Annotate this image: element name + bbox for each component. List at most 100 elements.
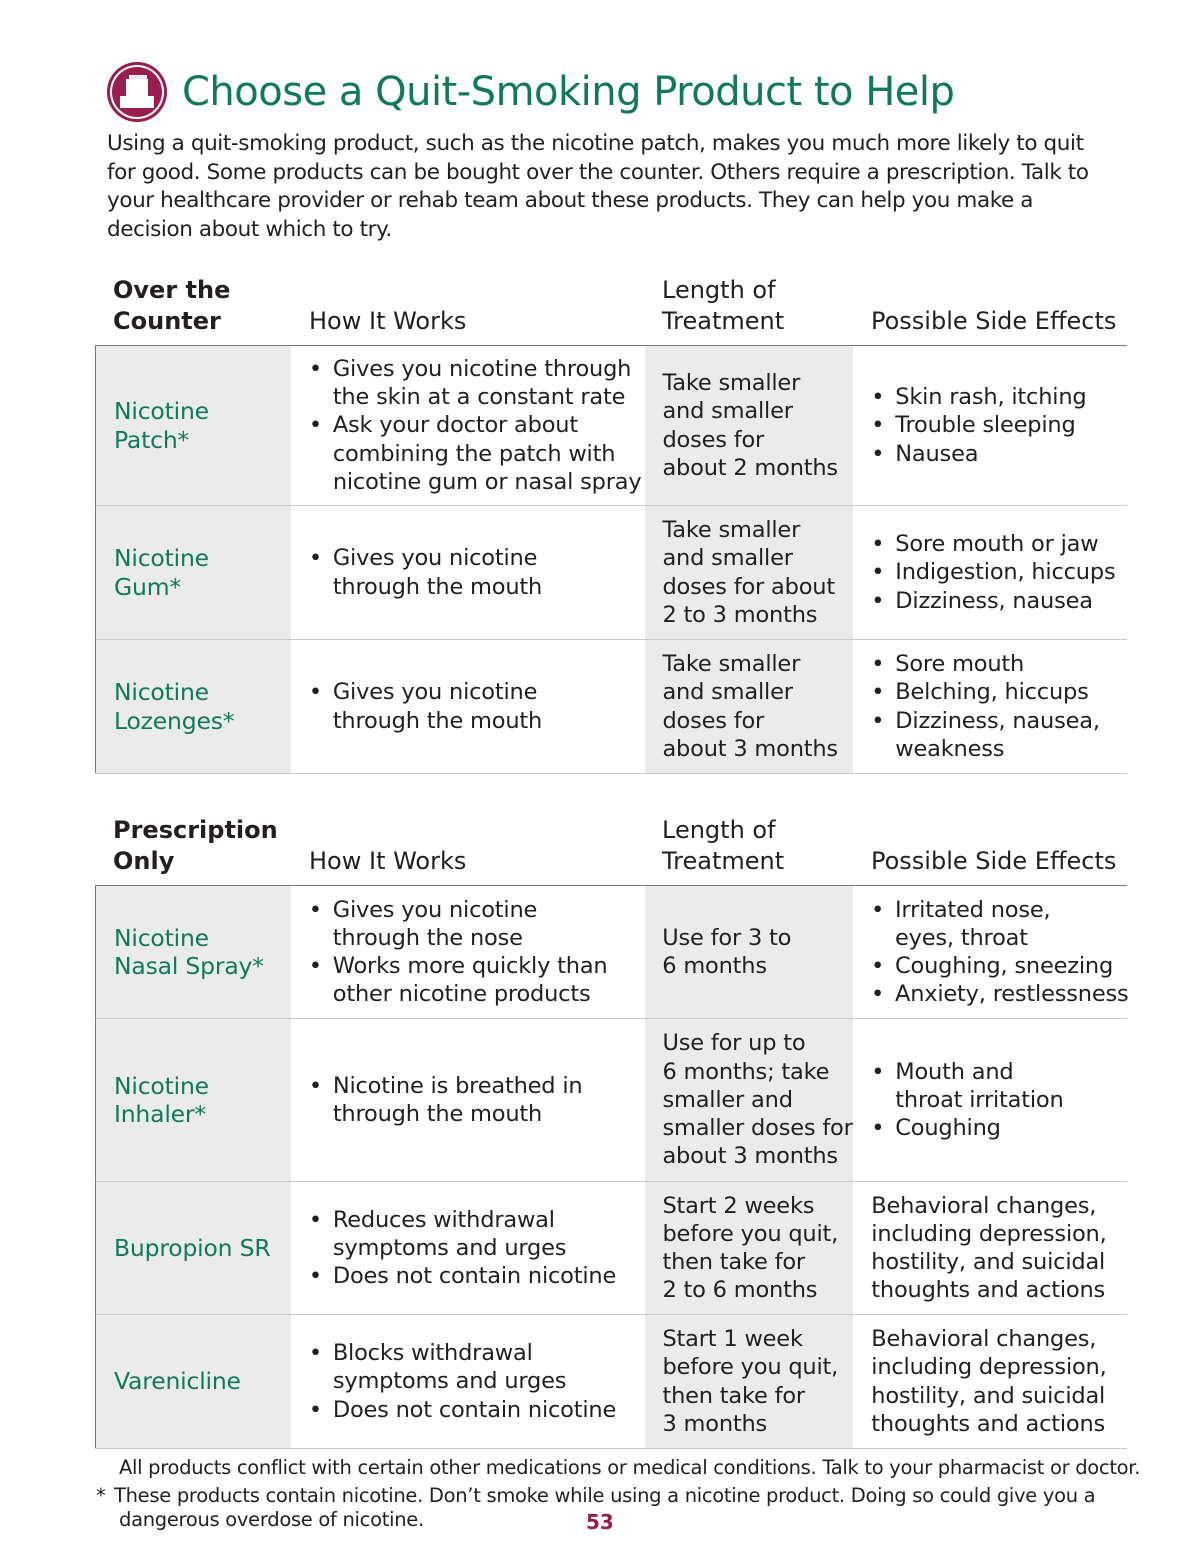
bullet-line: through the mouth [332, 1101, 543, 1127]
treatment-line: Use for 3 to [662, 924, 792, 951]
bullet-line: through the mouth [332, 707, 543, 734]
treatment-line: doses for about [662, 573, 835, 600]
section-title-line: Prescription [113, 816, 278, 844]
product-name: Nicotine Patch* [96, 346, 291, 505]
section-title: Prescription Only [113, 815, 278, 877]
product-name-line: Gum* [114, 572, 181, 601]
footnote-nicotine-cont: dangerous overdose of nicotine. [119, 1508, 424, 1531]
page-title: Choose a Quit-Smoking Product to Help [182, 69, 955, 115]
treatment-length: Start 2 weeks before you quit, then take f… [645, 1182, 854, 1314]
treatment-length: Take smaller and smaller doses for about 2 … [645, 506, 854, 639]
side-effects: Skin rash, itchingTrouble sleepingNausea [853, 346, 1127, 505]
bullet-item: Trouble sleeping [871, 411, 1127, 439]
bullet-line: Does not contain nicotine [332, 1263, 617, 1290]
bullet-item: Anxiety, restlessness [871, 980, 1129, 1008]
pharmacy-register-icon [107, 62, 167, 122]
bullet-line: other nicotine products [332, 981, 591, 1008]
treatment-line: about 3 months [662, 1143, 838, 1170]
bullet-line: Coughing [895, 1115, 1001, 1142]
side-effects-line: thoughts and actions [871, 1277, 1106, 1304]
bullet-item: Does not contain nicotine [309, 1262, 646, 1290]
product-name-line: Nicotine [114, 544, 209, 573]
bullet-line: Nausea [895, 440, 979, 467]
bullet-line: Coughing, sneezing [895, 953, 1114, 979]
side-effects: Sore mouthBelching, hiccupsDizziness, na… [853, 640, 1127, 773]
product-name: Nicotine Inhaler* [96, 1019, 291, 1181]
column-header-effects: Possible Side Effects [871, 307, 1117, 335]
page-header: Choose a Quit-Smoking Product to Help [107, 62, 955, 122]
treatment-line: and smaller [662, 679, 793, 706]
bullet-item: Coughing, sneezing [871, 952, 1127, 980]
column-header-effects: Possible Side Effects [871, 847, 1117, 875]
side-effects-line: including depression, [871, 1220, 1107, 1247]
treatment-line: Take smaller [662, 370, 801, 397]
bullet-line: combining the patch with [332, 440, 616, 467]
treatment-line: smaller and [662, 1086, 793, 1113]
bullet-line: through the mouth [332, 573, 543, 600]
bullet-item: Belching, hiccups [871, 678, 1127, 706]
treatment-line: then take for [662, 1249, 805, 1275]
bullet-item: Nausea [871, 440, 1127, 468]
product-name-line: Bupropion SR [114, 1233, 271, 1262]
bullet-line: Sore mouth or jaw [895, 531, 1099, 558]
bullet-line: Dizziness, nausea, [895, 707, 1100, 734]
table-header: Over the Counter How It Works Length of Trea… [95, 275, 1127, 345]
product-name: Bupropion SR [96, 1182, 291, 1314]
footnote-asterisk: * [96, 1484, 106, 1507]
bullet-line: Ask your doctor about [332, 412, 578, 439]
treatment-line: doses for [662, 426, 765, 453]
side-effects-line: thoughts and actions [871, 1410, 1106, 1437]
treatment-line: doses for [662, 707, 765, 734]
intro-paragraph: Using a quit-smoking product, such as th… [107, 131, 1089, 242]
product-name: Nicotine Gum* [96, 506, 291, 639]
section-title-line: Over the [113, 276, 231, 304]
product-name: Varenicline [96, 1315, 291, 1448]
bullet-item: Dizziness, nausea,weakness [871, 707, 1127, 763]
bullet-line: Belching, hiccups [895, 679, 1089, 706]
bullet-item: Does not contain nicotine [309, 1396, 646, 1424]
bullet-line: Trouble sleeping [895, 412, 1076, 439]
bullet-line: Anxiety, restlessness [895, 981, 1129, 1008]
bullet-line: nicotine gum or nasal spray [332, 468, 642, 495]
treatment-line: 2 to 6 months [662, 1277, 818, 1304]
bullet-line: Gives you nicotine through [332, 355, 632, 382]
page-number: 53 [586, 1510, 614, 1534]
product-name: Nicotine Nasal Spray* [96, 886, 291, 1018]
treatment-line: about 2 months [662, 454, 838, 481]
treatment-line: Start 2 weeks [662, 1192, 815, 1219]
treatment-length: Use for 3 to 6 months [645, 886, 853, 1018]
column-header-length: Length of Treatment [662, 815, 784, 877]
bullet-item: Sore mouth or jaw [871, 530, 1127, 558]
side-effects-line: Behavioral changes, [871, 1192, 1097, 1219]
footnote-all-products: All products conflict with certain other… [119, 1456, 1141, 1479]
bullet-line: Gives you nicotine [332, 679, 538, 706]
column-header-how: How It Works [309, 307, 467, 335]
side-effects-line: Behavioral changes, [871, 1326, 1097, 1353]
bullet-line: the skin at a constant rate [332, 384, 626, 411]
treatment-line: and smaller [662, 398, 793, 425]
treatment-length: Take smaller and smaller doses for about 2 … [645, 346, 854, 505]
bullet-line: symptoms and urges [332, 1234, 567, 1261]
side-effects-line: hostility, and suicidal [871, 1249, 1106, 1275]
bullet-line: Irritated nose, [895, 896, 1051, 923]
treatment-line: before you quit, [662, 1354, 839, 1381]
side-effects: Sore mouth or jawIndigestion, hiccupsDiz… [853, 506, 1127, 639]
bullet-line: through the nose [332, 924, 523, 951]
side-effects-line: including depression, [871, 1354, 1107, 1381]
